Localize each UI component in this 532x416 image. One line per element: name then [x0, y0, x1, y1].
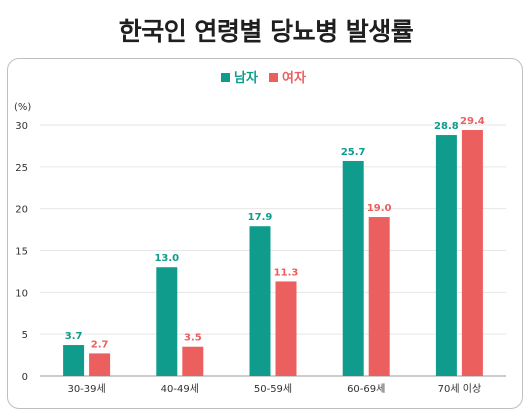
bar-female — [182, 346, 204, 376]
y-tick-label: 0 — [22, 372, 28, 383]
legend-swatch — [221, 73, 230, 82]
bar-male — [249, 226, 271, 376]
data-label: 2.7 — [91, 339, 109, 350]
legend: 남자 여자 — [221, 70, 306, 86]
y-tick-label: 10 — [15, 288, 28, 299]
y-tick-label: 5 — [22, 330, 28, 341]
x-tick-label: 60-69세 — [347, 383, 385, 395]
data-label: 25.7 — [341, 147, 366, 158]
bar-female — [368, 217, 390, 376]
legend-label: 여자 — [282, 70, 306, 86]
data-label: 17.9 — [248, 212, 273, 223]
y-axis-unit-label: (%) — [14, 102, 31, 113]
x-tick-label: 40-49세 — [161, 383, 199, 395]
x-tick-label: 30-39세 — [67, 383, 105, 395]
bar-female — [275, 281, 297, 376]
bar-male — [156, 267, 178, 376]
y-tick-label: 20 — [15, 205, 28, 216]
bar-female — [461, 130, 483, 376]
data-label: 13.0 — [154, 253, 179, 264]
bar-male — [435, 135, 457, 376]
gridlines — [40, 124, 506, 377]
x-tick-label: 70세 이상 — [438, 383, 482, 395]
y-tick-label: 25 — [15, 163, 28, 174]
bar-male — [63, 345, 85, 376]
y-axis-ticks: 0 5 10 15 20 25 30 — [15, 121, 28, 383]
data-label: 11.3 — [274, 267, 299, 278]
x-axis-labels: 30-39세 40-49세 50-59세 60-69세 70세 이상 — [67, 383, 481, 395]
data-label: 3.7 — [65, 331, 83, 342]
data-label: 3.5 — [184, 333, 202, 344]
legend-swatch — [269, 73, 278, 82]
data-label: 28.8 — [434, 121, 459, 132]
bar-male — [342, 160, 364, 376]
y-tick-label: 15 — [15, 247, 28, 258]
x-tick-label: 50-59세 — [254, 383, 292, 395]
chart-title: 한국인 연령별 당뇨병 발생률 — [118, 17, 414, 46]
data-label: 19.0 — [367, 203, 392, 214]
data-label: 29.4 — [460, 116, 485, 127]
bar-female — [89, 353, 111, 376]
y-tick-label: 30 — [15, 121, 28, 132]
bars: 3.7 2.7 13.0 3.5 17.9 11.3 25.7 19.0 28.8 29.4 — [63, 116, 485, 376]
legend-label: 남자 — [234, 70, 258, 86]
